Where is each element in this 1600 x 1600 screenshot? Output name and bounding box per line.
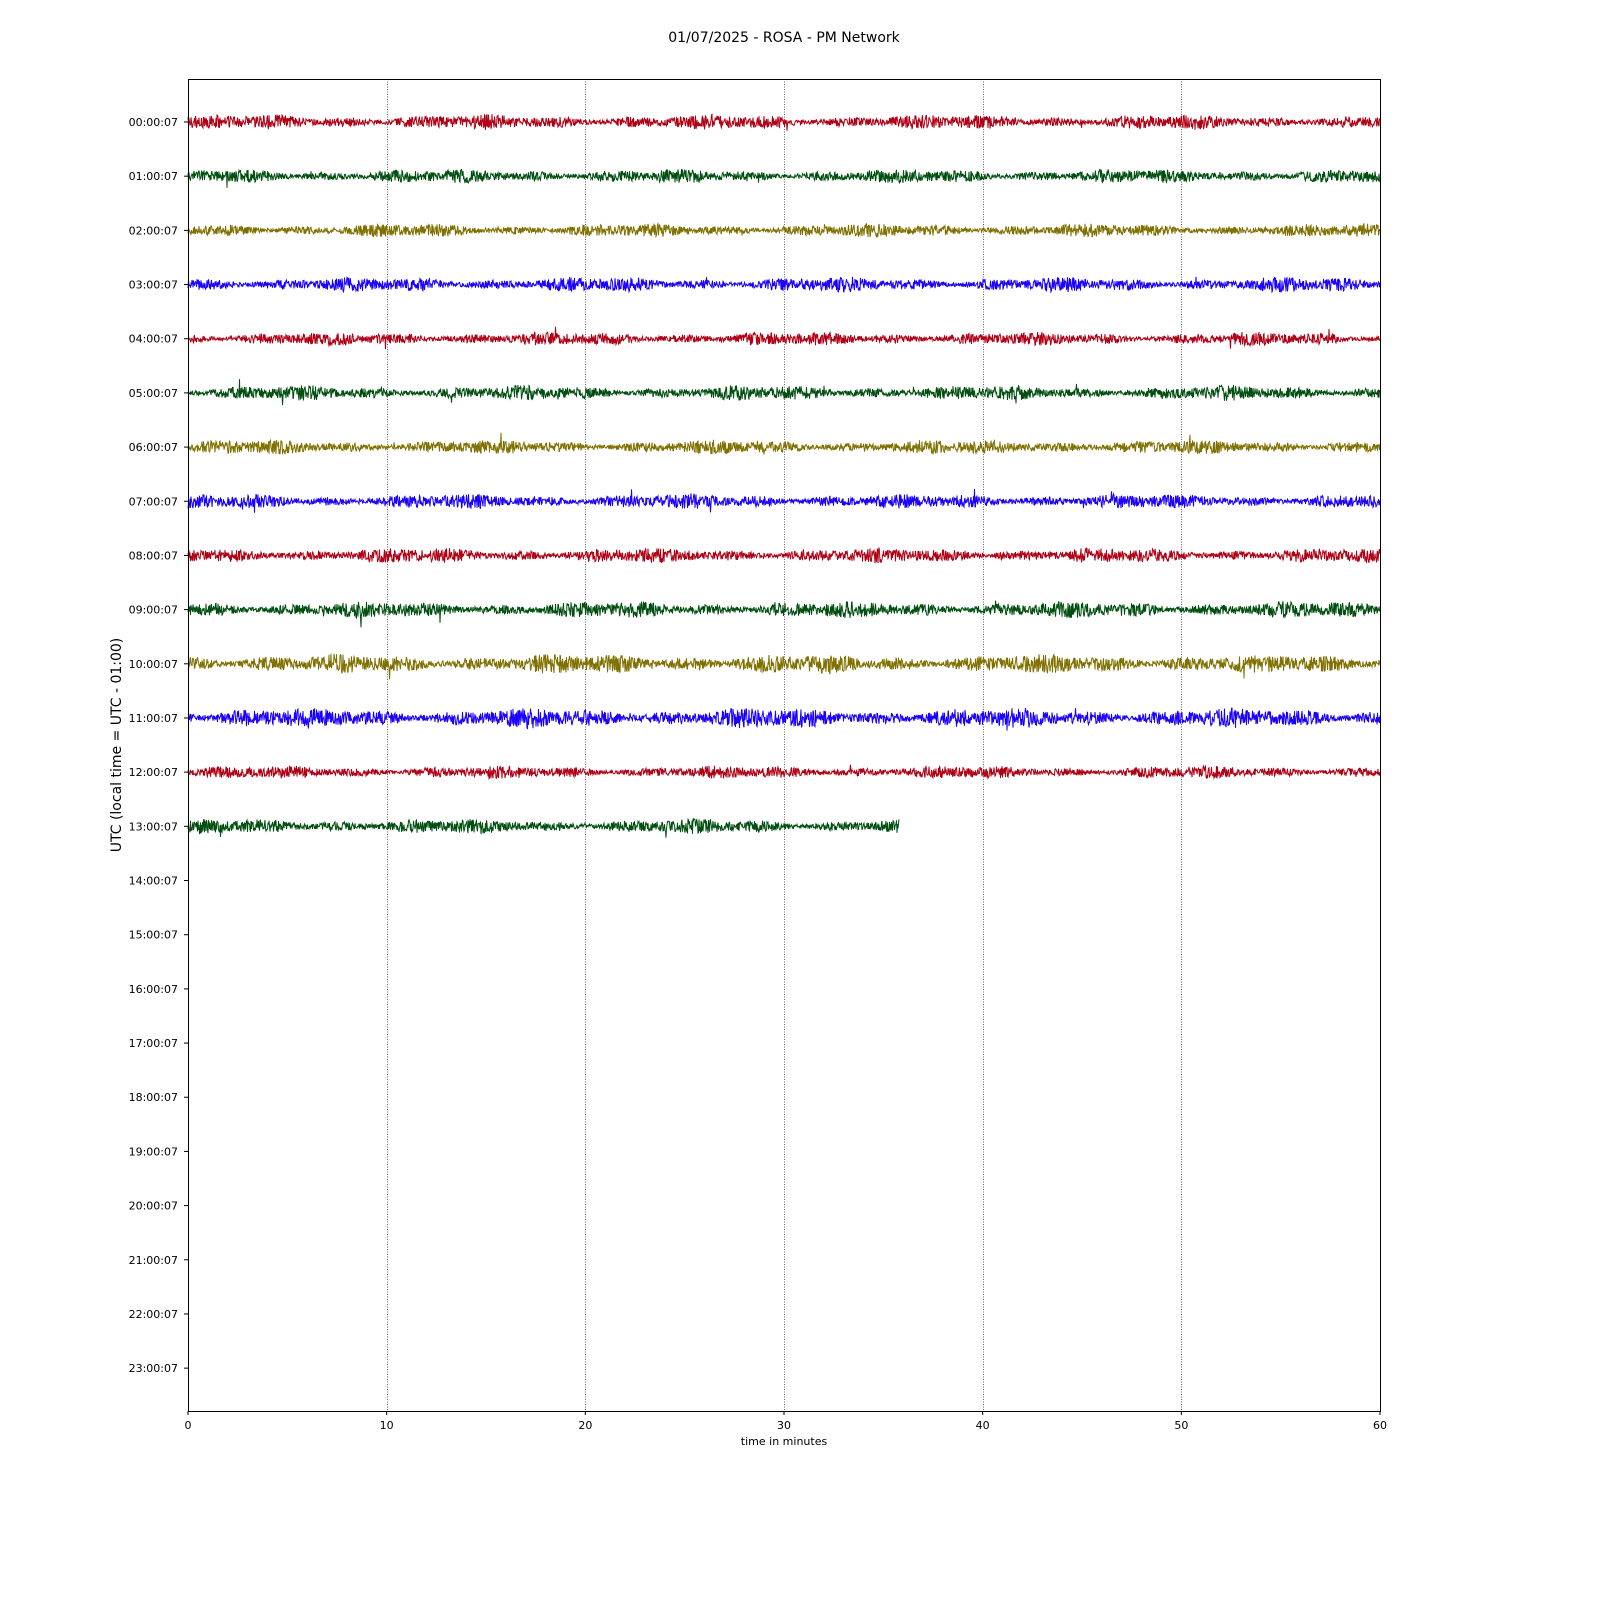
y-tick-label: 19:00:07 bbox=[129, 1145, 178, 1158]
y-tick-label: 06:00:07 bbox=[129, 441, 178, 454]
trace-row-1 bbox=[187, 168, 1381, 188]
trace-row-8 bbox=[187, 546, 1381, 564]
y-tick-label: 10:00:07 bbox=[129, 658, 178, 671]
y-tick-label: 09:00:07 bbox=[129, 604, 178, 617]
chart-title: 01/07/2025 - ROSA - PM Network bbox=[668, 30, 900, 46]
trace-row-12 bbox=[187, 764, 1381, 780]
x-axis-label: time in minutes bbox=[741, 1435, 828, 1448]
trace-row-5 bbox=[187, 379, 1381, 406]
x-tick-label: 40 bbox=[976, 1419, 990, 1432]
x-tick-label: 30 bbox=[777, 1419, 791, 1432]
seismic-traces bbox=[187, 113, 1381, 838]
y-tick-label: 23:00:07 bbox=[129, 1362, 178, 1375]
y-tick-label: 11:00:07 bbox=[129, 712, 178, 725]
trace-row-0 bbox=[187, 113, 1381, 131]
trace-row-4 bbox=[187, 326, 1381, 350]
y-tick-label: 22:00:07 bbox=[129, 1308, 178, 1321]
y-tick-label: 04:00:07 bbox=[129, 333, 178, 346]
y-tick-label: 15:00:07 bbox=[129, 929, 178, 942]
y-axis-ticks: 00:00:07 01:00:07 02:00:07 03:00:07 04:00:07… bbox=[129, 116, 188, 1375]
y-tick-label: 07:00:07 bbox=[129, 495, 178, 508]
trace-row-2 bbox=[187, 222, 1381, 239]
x-tick-label: 60 bbox=[1373, 1419, 1387, 1432]
y-axis-label: UTC (local time = UTC - 01:00) bbox=[109, 638, 125, 853]
trace-row-3 bbox=[187, 276, 1381, 294]
y-tick-label: 21:00:07 bbox=[129, 1254, 178, 1267]
grid-lines bbox=[387, 79, 1182, 1411]
trace-row-7 bbox=[187, 488, 1381, 513]
x-tick-label: 10 bbox=[380, 1419, 394, 1432]
y-tick-label: 02:00:07 bbox=[129, 224, 178, 237]
y-tick-label: 03:00:07 bbox=[129, 279, 178, 292]
y-tick-label: 00:00:07 bbox=[129, 116, 178, 129]
y-tick-label: 14:00:07 bbox=[129, 875, 178, 888]
y-tick-label: 20:00:07 bbox=[129, 1200, 178, 1213]
y-tick-label: 16:00:07 bbox=[129, 983, 178, 996]
trace-row-13 bbox=[187, 817, 900, 838]
trace-row-6 bbox=[187, 432, 1381, 456]
trace-row-11 bbox=[187, 707, 1381, 731]
x-axis-ticks: 0 10 20 30 40 50 60 bbox=[185, 1411, 1387, 1432]
x-tick-label: 0 bbox=[185, 1419, 192, 1432]
y-tick-label: 08:00:07 bbox=[129, 549, 178, 562]
y-tick-label: 12:00:07 bbox=[129, 766, 178, 779]
trace-row-10 bbox=[187, 653, 1381, 680]
y-tick-label: 13:00:07 bbox=[129, 820, 178, 833]
x-tick-label: 50 bbox=[1174, 1419, 1188, 1432]
y-tick-label: 17:00:07 bbox=[129, 1037, 178, 1050]
y-tick-label: 05:00:07 bbox=[129, 387, 178, 400]
trace-row-9 bbox=[187, 600, 1381, 628]
y-tick-label: 01:00:07 bbox=[129, 170, 178, 183]
y-tick-label: 18:00:07 bbox=[129, 1091, 178, 1104]
x-tick-label: 20 bbox=[578, 1419, 592, 1432]
